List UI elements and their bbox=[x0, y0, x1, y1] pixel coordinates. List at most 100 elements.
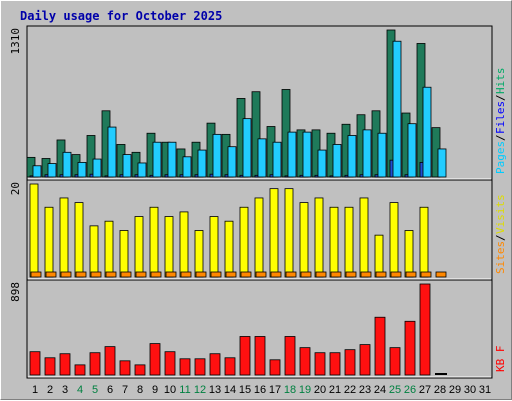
x-tick-label-day-10: 10 bbox=[164, 384, 176, 396]
pages-bar-day-4 bbox=[77, 162, 87, 178]
sites-bar-day-9 bbox=[150, 271, 162, 278]
sites-bar-day-17 bbox=[270, 271, 282, 278]
x-tick-label-day-23: 23 bbox=[359, 384, 371, 396]
visits-bar-day-7 bbox=[119, 230, 129, 278]
pages-bar-day-16 bbox=[257, 138, 267, 178]
pages-bar-day-10 bbox=[167, 141, 177, 178]
sites-bar-day-3 bbox=[60, 271, 72, 278]
sites-bar-day-22 bbox=[345, 271, 357, 278]
sites-bar-day-23 bbox=[360, 271, 372, 278]
visits-bar-day-1 bbox=[29, 183, 39, 278]
pages-bar-day-7 bbox=[122, 154, 132, 178]
pages-bar-day-18 bbox=[287, 131, 297, 178]
sites-bar-day-11 bbox=[180, 271, 192, 278]
x-tick-label-day-6: 6 bbox=[107, 384, 113, 396]
kb-f-bar-day-4 bbox=[74, 364, 86, 376]
sites-bar-day-6 bbox=[105, 271, 117, 278]
visits-bar-day-10 bbox=[164, 216, 174, 278]
kb-f-bar-day-11 bbox=[179, 358, 191, 376]
x-tick-label-day-12: 12 bbox=[194, 384, 206, 396]
pages-bar-day-26 bbox=[407, 123, 417, 178]
kb-f-bar-day-22 bbox=[344, 349, 356, 376]
kb-f-bar-day-20 bbox=[314, 352, 326, 376]
pages-bar-day-1 bbox=[32, 165, 42, 178]
panel-3-legend-kb-f: KB F bbox=[494, 346, 507, 373]
x-tick-label-day-9: 9 bbox=[152, 384, 158, 396]
sites-bar-day-20 bbox=[315, 271, 327, 278]
kb-f-bar-day-1 bbox=[29, 351, 41, 376]
kb-f-bar-day-12 bbox=[194, 358, 206, 376]
sites-bar-day-5 bbox=[90, 271, 102, 278]
visits-bar-day-21 bbox=[329, 206, 339, 278]
pages-bar-day-22 bbox=[347, 135, 357, 178]
x-tick-label-day-19: 19 bbox=[299, 384, 311, 396]
sites-bar-day-27 bbox=[420, 271, 432, 278]
x-tick-label-day-3: 3 bbox=[62, 384, 68, 396]
pages-bar-day-24 bbox=[377, 132, 387, 178]
visits-bar-day-14 bbox=[224, 220, 234, 278]
kb-f-bar-day-13 bbox=[209, 353, 221, 376]
pages-bar-day-20 bbox=[317, 149, 327, 178]
sites-bar-day-15 bbox=[240, 271, 252, 278]
visits-bar-day-11 bbox=[179, 211, 189, 278]
visits-bar-day-24 bbox=[374, 234, 384, 278]
pages-bar-day-15 bbox=[242, 118, 252, 178]
pages-bar-day-3 bbox=[62, 151, 72, 178]
kb-f-bar-day-16 bbox=[254, 336, 266, 376]
sites-bar-day-10 bbox=[165, 271, 177, 278]
panel-3-ymax-label: 898 bbox=[9, 282, 22, 302]
sites-bar-day-2 bbox=[45, 271, 57, 278]
sites-bar-day-21 bbox=[330, 271, 342, 278]
panel-2-legend-sites: Sites bbox=[494, 241, 507, 274]
x-tick-label-day-13: 13 bbox=[209, 384, 221, 396]
kb-f-bar-day-7 bbox=[119, 360, 131, 376]
pages-bar-day-2 bbox=[47, 163, 57, 178]
sites-bar-day-24 bbox=[375, 271, 387, 278]
sites-bar-day-16 bbox=[255, 271, 267, 278]
kb-f-bar-day-6 bbox=[104, 346, 116, 376]
x-tick-label-day-4: 4 bbox=[77, 384, 83, 396]
x-tick-label-day-24: 24 bbox=[374, 384, 386, 396]
kb-f-bar-day-25 bbox=[389, 347, 401, 376]
visits-bar-day-16 bbox=[254, 197, 264, 278]
kb-f-bar-day-18 bbox=[284, 336, 296, 376]
kb-f-bar-day-9 bbox=[149, 343, 161, 376]
kb-f-bar-day-26 bbox=[404, 320, 416, 376]
kb-f-bar-day-21 bbox=[329, 352, 341, 376]
x-tick-label-day-2: 2 bbox=[47, 384, 53, 396]
visits-bar-day-9 bbox=[149, 206, 159, 278]
pages-bar-day-25 bbox=[392, 40, 402, 178]
pages-bar-day-28 bbox=[437, 148, 447, 178]
visits-bar-day-18 bbox=[284, 188, 294, 278]
x-tick-label-day-29: 29 bbox=[449, 384, 461, 396]
kb-f-bar-day-10 bbox=[164, 351, 176, 376]
pages-bar-day-5 bbox=[92, 158, 102, 178]
sites-bar-day-1 bbox=[30, 271, 42, 278]
sites-bar-day-25 bbox=[390, 271, 402, 278]
kb-f-bar-day-23 bbox=[359, 344, 371, 376]
x-tick-label-day-16: 16 bbox=[254, 384, 266, 396]
pages-bar-day-13 bbox=[212, 133, 222, 178]
visits-bar-day-19 bbox=[299, 202, 309, 278]
kb-f-bar-day-15 bbox=[239, 336, 251, 376]
kb-f-bar-day-24 bbox=[374, 316, 386, 376]
visits-bar-day-23 bbox=[359, 197, 369, 278]
kb-f-bar-day-3 bbox=[59, 353, 71, 376]
kb-f-bar-day-5 bbox=[89, 352, 101, 376]
x-tick-label-day-26: 26 bbox=[404, 384, 416, 396]
pages-bar-day-21 bbox=[332, 144, 342, 178]
panel-1-legend-files: Files bbox=[494, 101, 507, 134]
visits-bar-day-13 bbox=[209, 216, 219, 278]
x-tick-label-day-18: 18 bbox=[284, 384, 296, 396]
panel-1-ymax-label: 1310 bbox=[9, 28, 22, 55]
sites-bar-day-12 bbox=[195, 271, 207, 278]
x-tick-label-day-20: 20 bbox=[314, 384, 326, 396]
sites-bar-day-7 bbox=[120, 271, 132, 278]
chart-title: Daily usage for October 2025 bbox=[20, 9, 222, 23]
visits-bar-day-8 bbox=[134, 216, 144, 278]
pages-bar-day-8 bbox=[137, 162, 147, 178]
visits-bar-day-3 bbox=[59, 197, 69, 278]
visits-bar-day-5 bbox=[89, 225, 99, 278]
pages-bar-day-12 bbox=[197, 149, 207, 178]
kbf-bar-day-28-empty bbox=[435, 373, 447, 375]
